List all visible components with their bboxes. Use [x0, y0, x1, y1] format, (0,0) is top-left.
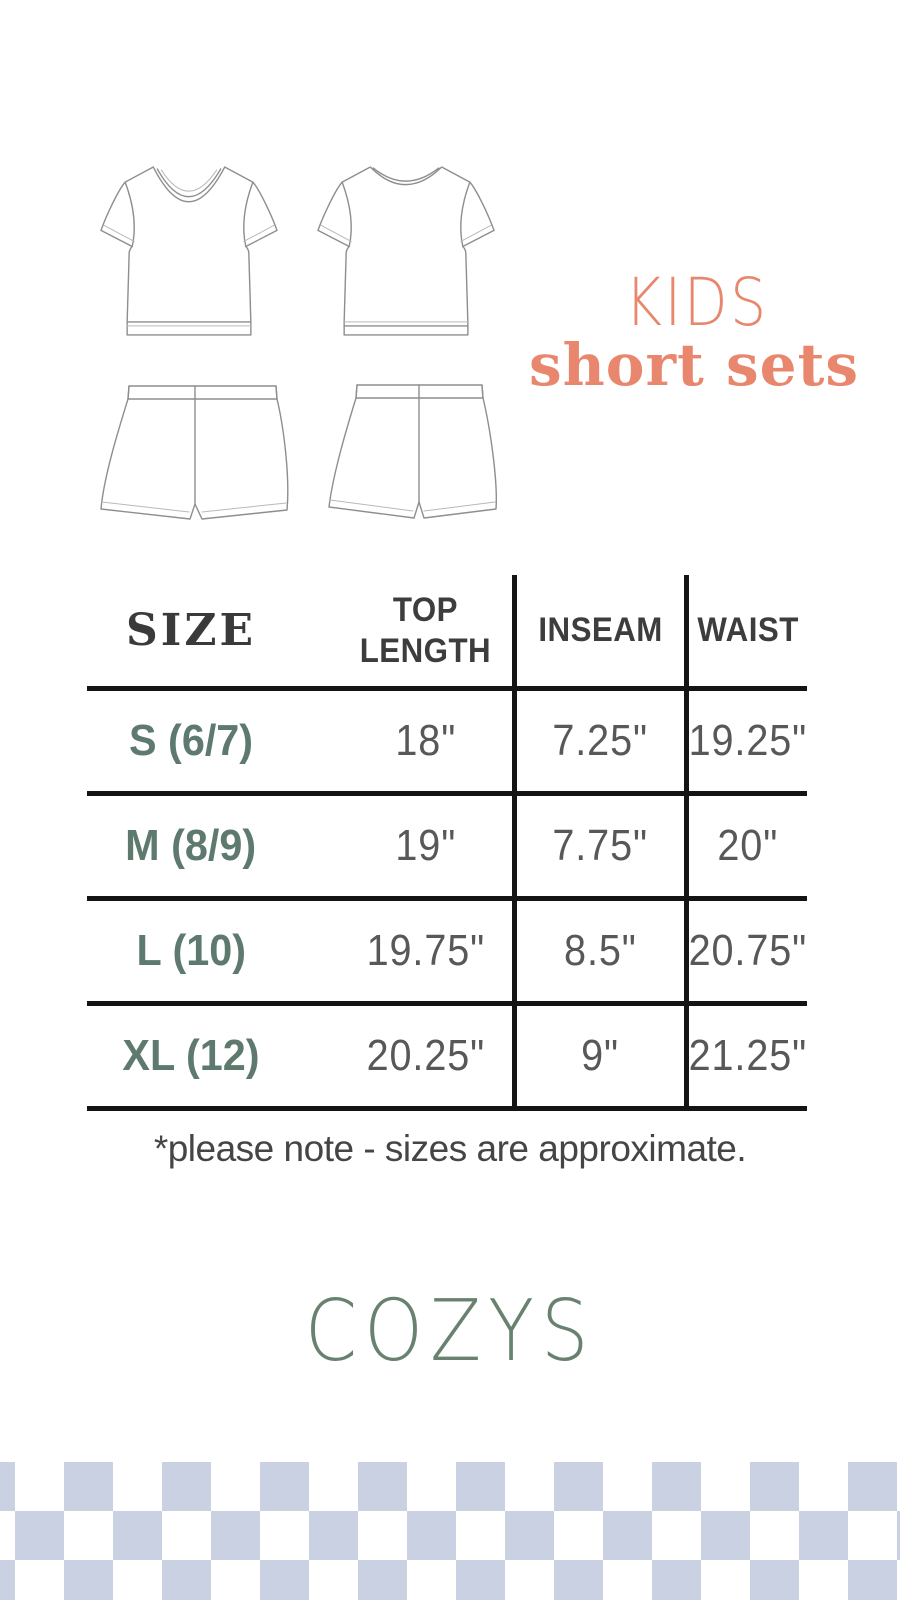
- cell-waist: 21.25": [684, 1006, 807, 1106]
- size-column-header: SIZE: [125, 605, 256, 656]
- size-label: L (10): [136, 926, 246, 975]
- shorts-front-sketch: [100, 385, 289, 520]
- size-label: XL (12): [122, 1031, 260, 1080]
- short-sets-title: short sets: [528, 331, 860, 399]
- top-length-value: 18": [395, 716, 456, 765]
- size-table: SIZE TOP LENGTH INSEAM WAIST S (6/7) 18": [87, 575, 807, 1111]
- cell-size: M (8/9): [87, 796, 295, 896]
- brand-name-text: COZYS: [304, 1282, 596, 1381]
- waist-value: 19.25": [688, 716, 808, 765]
- header-cell-inseam: INSEAM: [512, 575, 684, 686]
- tshirt-front-sketch: [100, 166, 278, 336]
- top-length-value: 19.75": [366, 926, 485, 975]
- kids-title-text: KIDS: [624, 264, 770, 341]
- waist-value: 21.25": [688, 1031, 808, 1080]
- cell-inseam: 9": [512, 1006, 684, 1106]
- top-length-value: 20.25": [366, 1031, 485, 1080]
- brand-name: COZYS: [0, 1289, 900, 1374]
- size-label: S (6/7): [128, 716, 254, 765]
- inseam-value: 7.75": [552, 821, 649, 870]
- table-row: L (10) 19.75" 8.5" 20.75": [87, 901, 807, 1006]
- cell-waist: 20.75": [684, 901, 807, 1001]
- inseam-column-header: INSEAM: [538, 611, 663, 650]
- cell-size: S (6/7): [87, 691, 295, 791]
- size-label: M (8/9): [125, 821, 257, 870]
- cell-waist: 20": [684, 796, 807, 896]
- tshirt-back-sketch: [317, 166, 495, 336]
- inseam-value: 8.5": [564, 926, 637, 975]
- inseam-value: 9": [581, 1031, 620, 1080]
- header-cell-top-length: TOP LENGTH: [295, 575, 512, 686]
- table-header-row: SIZE TOP LENGTH INSEAM WAIST: [87, 575, 807, 691]
- table-row: XL (12) 20.25" 9" 21.25": [87, 1006, 807, 1111]
- cell-top-length: 19.75": [295, 901, 512, 1001]
- waist-value: 20.75": [688, 926, 808, 975]
- cell-top-length: 19": [295, 796, 512, 896]
- cell-inseam: 8.5": [512, 901, 684, 1001]
- cell-inseam: 7.75": [512, 796, 684, 896]
- waist-column-header: WAIST: [697, 611, 799, 650]
- cell-inseam: 7.25": [512, 691, 684, 791]
- table-row: S (6/7) 18" 7.25" 19.25": [87, 691, 807, 796]
- cell-top-length: 18": [295, 691, 512, 791]
- header-cell-size: SIZE: [87, 575, 295, 686]
- cell-waist: 19.25": [684, 691, 807, 791]
- top-length-value: 19": [395, 821, 456, 870]
- table-row: M (8/9) 19" 7.75" 20": [87, 796, 807, 901]
- checkerboard-footer-pattern: [0, 1462, 900, 1600]
- cell-size: L (10): [87, 901, 295, 1001]
- cell-top-length: 20.25": [295, 1006, 512, 1106]
- top-length-column-header: TOP LENGTH: [359, 591, 492, 670]
- waist-value: 20": [717, 821, 779, 870]
- kids-title: KIDS: [537, 270, 857, 336]
- inseam-value: 7.25": [552, 716, 649, 765]
- header-cell-waist: WAIST: [684, 575, 807, 686]
- cell-size: XL (12): [87, 1006, 295, 1106]
- approximate-sizes-note: *please note - sizes are approximate.: [153, 1128, 747, 1169]
- shorts-back-sketch: [328, 384, 498, 519]
